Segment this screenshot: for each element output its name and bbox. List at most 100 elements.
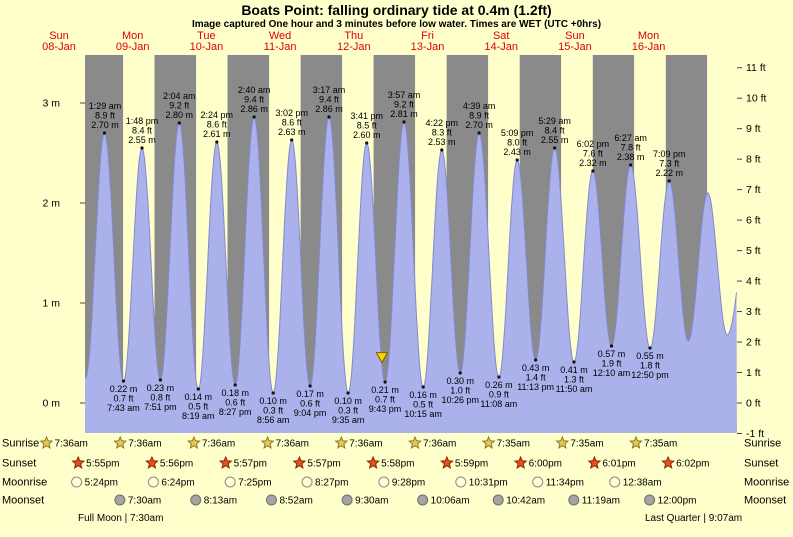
svg-text:2.70 m: 2.70 m [465,120,493,130]
svg-text:0.5 ft: 0.5 ft [188,402,209,412]
svg-text:8:19 am: 8:19 am [182,411,215,421]
svg-text:1.9 ft: 1.9 ft [601,359,622,369]
tide-extreme-dot [383,380,387,384]
tide-high-annotation: 3:17 am9.4 ft2.86 m [313,85,345,119]
tide-extreme-dot [271,391,275,395]
sunrise-icon [555,435,570,449]
svg-text:8.9 ft: 8.9 ft [469,111,490,121]
sunset-time: 5:56pm [160,459,193,470]
svg-text:8.4 ft: 8.4 ft [132,126,153,136]
y-axis-right-label: 7 ft [746,184,761,196]
row-label-moonrise-right: Moonrise [744,477,789,489]
sunset-icon [439,455,454,469]
moonrise-icon [378,476,390,488]
svg-text:0.43 m: 0.43 m [522,363,550,373]
svg-text:8.9 ft: 8.9 ft [95,111,116,121]
sunrise-icon [39,435,54,449]
sunrise-time: 7:36am [202,439,235,450]
tide-high-annotation: 5:29 am8.4 ft2.55 m [538,116,571,150]
moonrise-time: 7:25pm [238,478,271,489]
sunrise-icon [629,435,643,449]
tide-high-annotation: 2:24 pm8.6 ft2.61 m [201,110,233,144]
tide-low-annotation: 0.18 m0.6 ft8:27 pm [219,383,252,417]
svg-text:7.6 ft: 7.6 ft [583,149,604,159]
tide-curve-line [84,116,737,394]
moonset-time: 7:30am [128,496,161,507]
svg-text:11:50 am: 11:50 am [556,384,593,394]
y-axis-left-label: 1 m [42,298,60,310]
sunset-time: 6:02pm [676,459,709,470]
moonrise-icon [71,476,83,488]
y-axis-right-label: 3 ft [746,306,761,318]
svg-text:11-Jan: 11-Jan [264,41,297,53]
moonrise-icon [532,476,544,488]
svg-text:2.32 m: 2.32 m [579,158,607,168]
tide-extreme-dot [346,391,350,395]
svg-text:0.55 m: 0.55 m [636,351,664,361]
moonset-icon [341,494,353,506]
svg-text:16-Jan: 16-Jan [632,41,666,53]
svg-text:2.61 m: 2.61 m [203,129,231,139]
sunrise-icon [334,435,349,449]
page-title: Boats Point: falling ordinary tide at 0.… [241,2,552,18]
svg-text:09-Jan: 09-Jan [116,41,150,53]
sunset-icon [661,455,676,469]
tide-extreme-dot [140,146,144,150]
sunset-icon [366,455,381,469]
tide-low-annotation: 0.17 m0.6 ft9:04 pm [294,384,326,418]
sunrise-icon [481,435,496,449]
tide-extreme-dot [648,346,652,350]
tide-extreme-dot [534,358,538,362]
tide-extreme-dot [497,375,501,379]
tide-high-annotation: 3:41 pm8.5 ft2.60 m [350,111,383,145]
svg-text:Sat: Sat [493,30,510,42]
moonset-icon [190,494,202,506]
tide-high-annotation: 1:48 pm8.4 ft2.55 m [126,116,158,150]
svg-text:0.26 m: 0.26 m [485,380,513,390]
moonrise-time: 6:24pm [161,478,194,489]
svg-text:0.21 m: 0.21 m [371,385,399,395]
svg-text:Thu: Thu [344,30,363,42]
sunrise-time: 7:36am [54,439,87,450]
tide-high-annotation: 3:57 am9.2 ft2.81 m [388,90,420,124]
sunrise-time: 7:36am [423,439,456,450]
svg-text:9.4 ft: 9.4 ft [244,95,265,105]
tide-high-annotation: 2:04 am9.2 ft2.80 m [163,91,196,125]
y-axis-right-label: 10 ft [746,93,767,105]
svg-text:9.2 ft: 9.2 ft [394,100,415,110]
svg-text:1.4 ft: 1.4 ft [526,373,547,383]
svg-text:0.3 ft: 0.3 ft [263,406,284,416]
sunrise-time: 7:36am [276,439,309,450]
tide-extreme-dot [553,146,557,150]
svg-text:0.57 m: 0.57 m [598,349,626,359]
row-label-moonrise-left: Moonrise [2,477,47,489]
svg-text:Tue: Tue [197,30,216,42]
tide-extreme-dot [308,384,312,388]
tide-low-annotation: 0.10 m0.3 ft8:56 am [257,391,290,425]
tide-extreme-dot [609,344,614,348]
moonrise-time: 9:28pm [392,478,425,489]
svg-text:0.22 m: 0.22 m [110,384,138,394]
svg-text:0.16 m: 0.16 m [409,390,437,400]
moonrise-time: 11:34pm [546,478,584,489]
tide-high-annotation: 1:29 am8.9 ft2.70 m [89,101,121,135]
svg-text:0.30 m: 0.30 m [446,376,474,386]
svg-text:9.2 ft: 9.2 ft [169,101,190,111]
y-axis-right-label: 4 ft [746,276,761,288]
svg-text:7.8 ft: 7.8 ft [621,143,642,153]
moonrise-icon [455,476,467,488]
moonrise-icon [224,476,236,488]
svg-text:10:15 am: 10:15 am [404,409,442,419]
svg-text:8:27 pm: 8:27 pm [219,407,252,417]
tide-extreme-dot [591,169,595,173]
svg-text:8:56 am: 8:56 am [257,415,290,425]
svg-text:2.43 m: 2.43 m [503,147,531,157]
